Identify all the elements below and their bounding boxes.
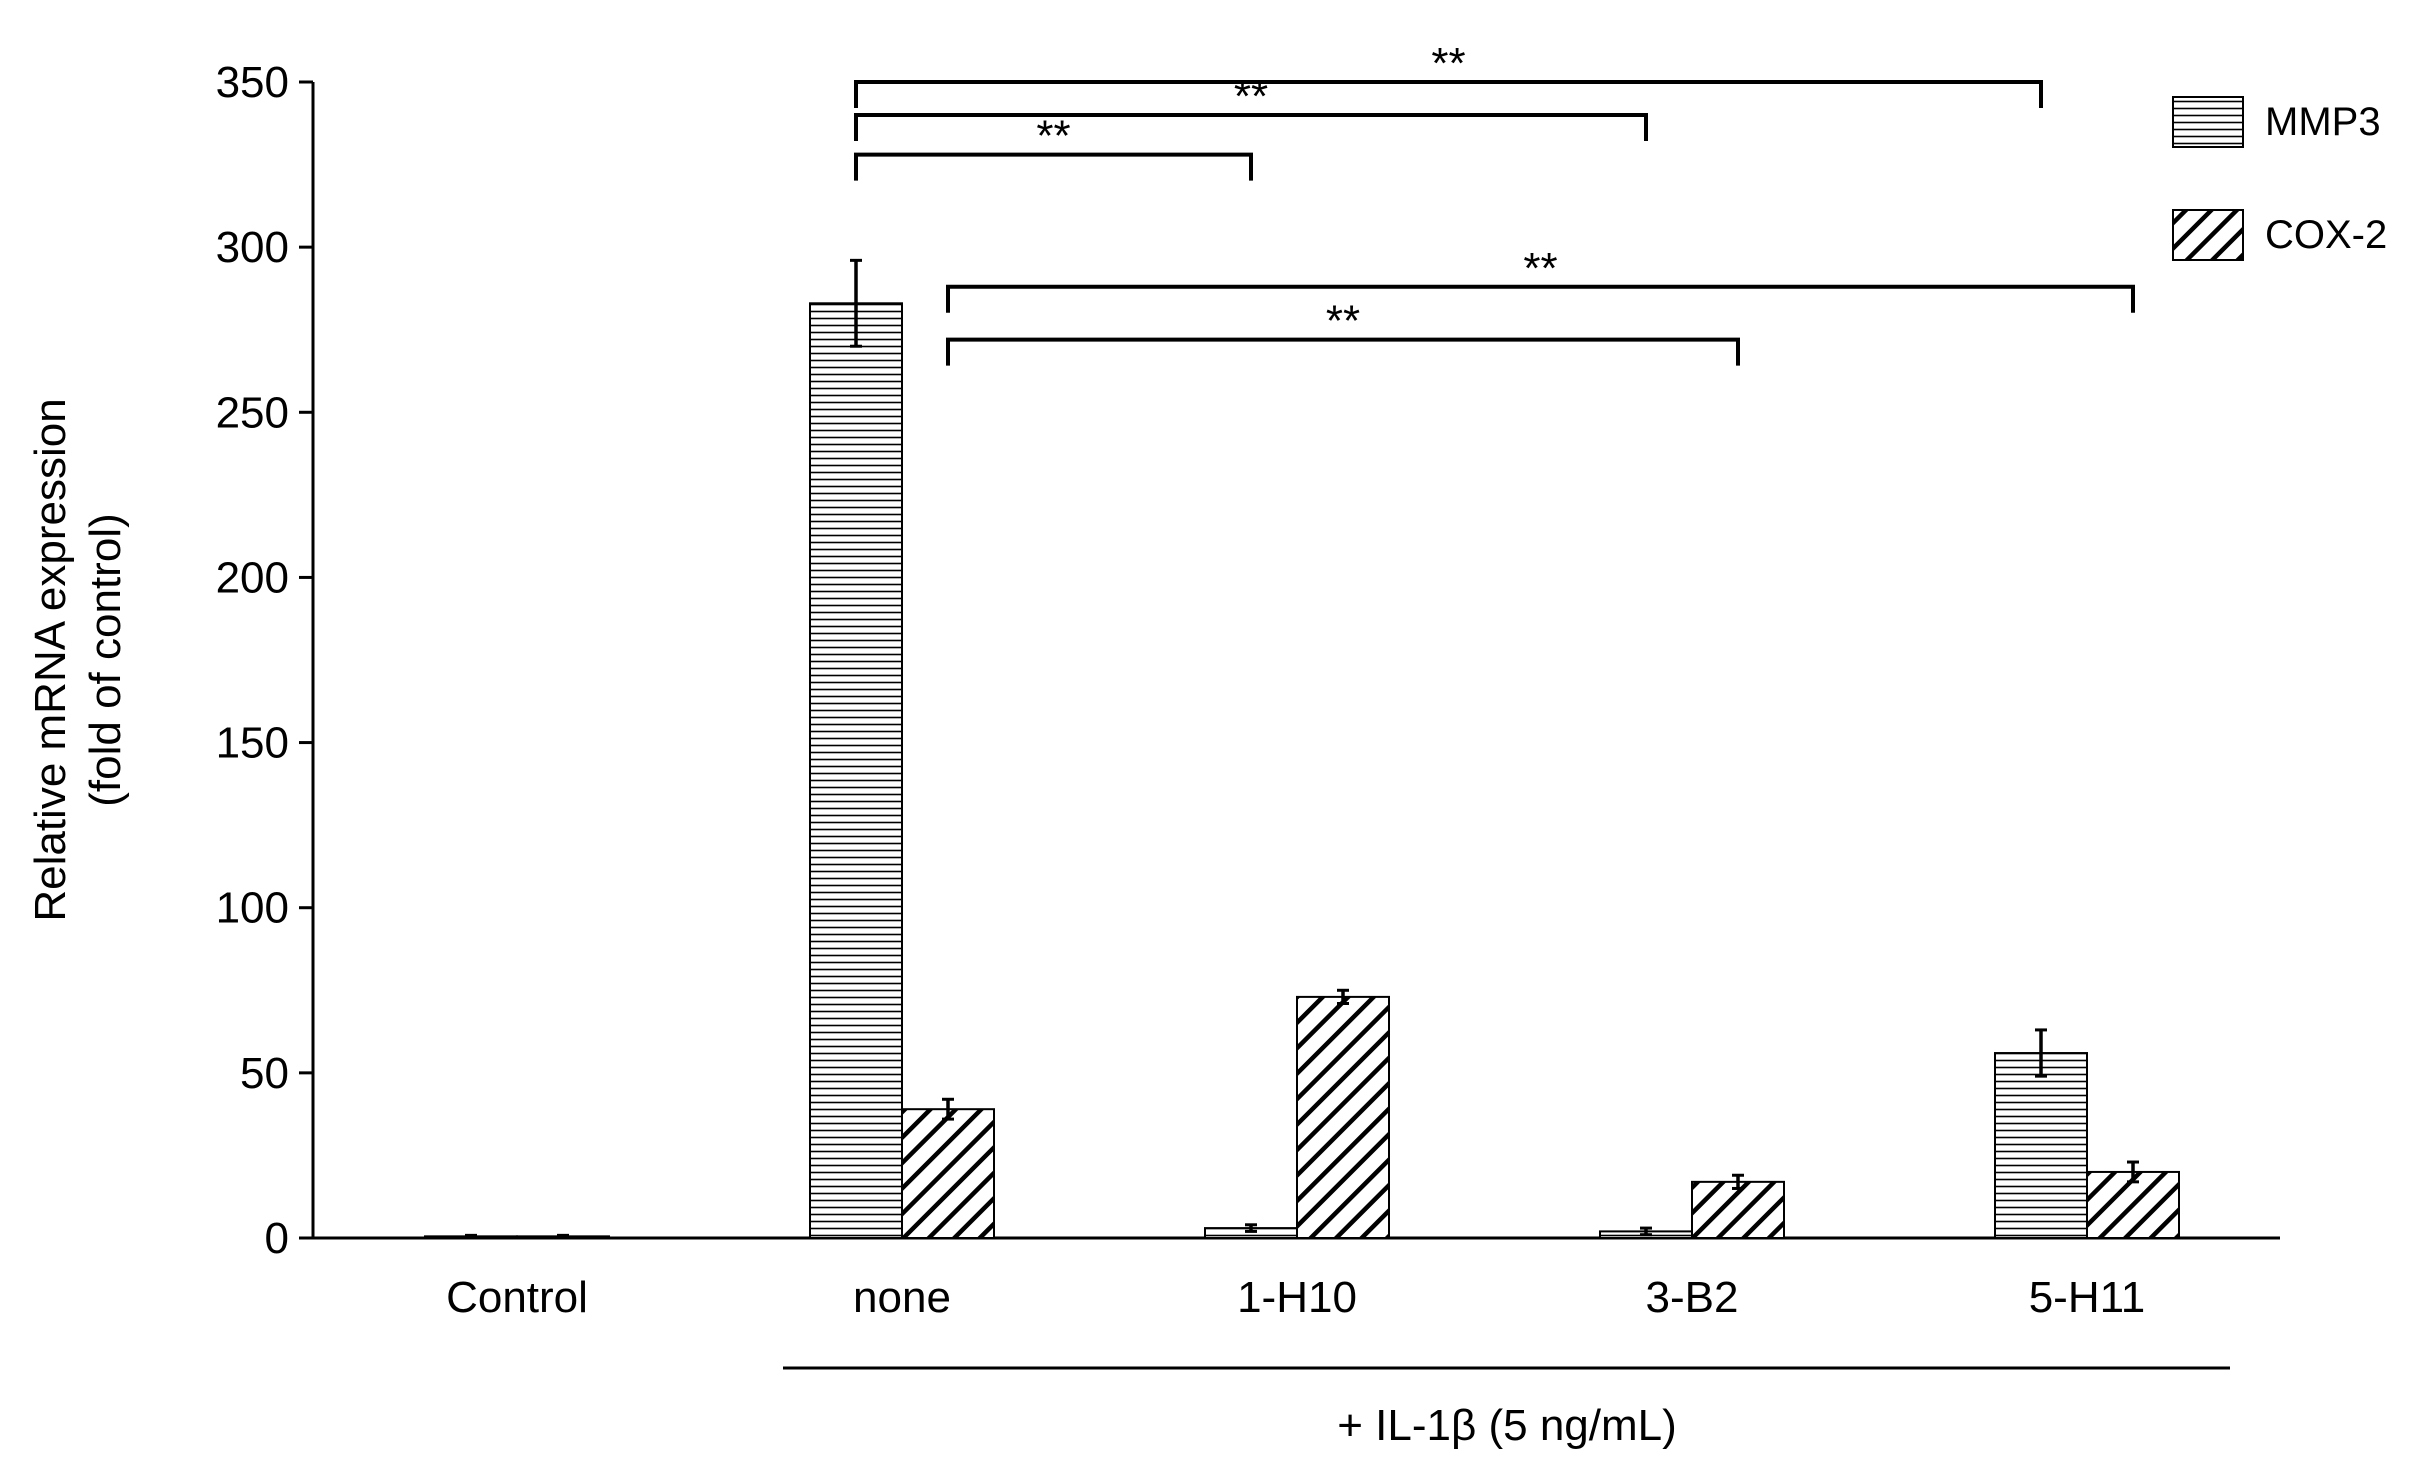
y-tick-label: 200 xyxy=(216,553,289,602)
significance-label: ** xyxy=(1431,39,1465,88)
bar-mmp3 xyxy=(1994,1052,2088,1240)
bar-cox-2 xyxy=(901,1108,995,1240)
significance-bracket xyxy=(946,284,2135,313)
x-category-label: 3-B2 xyxy=(1646,1273,1739,1322)
legend-swatch-cox-2 xyxy=(2172,209,2244,261)
x-category-label: 1-H10 xyxy=(1237,1273,1357,1322)
significance-label: ** xyxy=(1326,297,1360,346)
legend-label: COX-2 xyxy=(2265,213,2387,257)
y-tick-label: 350 xyxy=(216,58,289,107)
significance-brackets: ** ** ** ** ** xyxy=(854,39,2135,366)
treatment-group-label: + IL-1β (5 ng/mL) xyxy=(1337,1401,1677,1450)
significance-label: ** xyxy=(1234,72,1268,121)
y-tick-label: 0 xyxy=(265,1214,289,1263)
y-tick-label: 300 xyxy=(216,223,289,272)
y-axis-title-line1: Relative mRNA expression xyxy=(26,398,75,921)
x-category-label: 5-H11 xyxy=(2029,1273,2146,1322)
y-tick-label: 150 xyxy=(216,719,289,768)
legend-swatch-mmp3 xyxy=(2172,96,2244,148)
y-tick-label: 250 xyxy=(216,388,289,437)
y-axis-title: Relative mRNA expression (fold of contro… xyxy=(26,398,130,921)
significance-bracket xyxy=(854,113,1648,142)
y-tick-label: 50 xyxy=(240,1049,289,1098)
x-axis-categories: Control none 1-H10 3-B2 5-H11 xyxy=(446,1273,2145,1322)
significance-bracket xyxy=(946,337,1740,366)
significance-label: ** xyxy=(1523,244,1557,293)
x-category-label: none xyxy=(853,1273,951,1322)
bars xyxy=(424,302,2180,1240)
legend: MMP3 COX-2 xyxy=(2172,96,2387,261)
y-tick-label: 100 xyxy=(216,884,289,933)
significance-label: ** xyxy=(1036,112,1070,161)
bar-mmp3 xyxy=(809,302,903,1239)
significance-bracket xyxy=(854,80,2043,108)
bar-cox-2 xyxy=(1691,1180,1785,1240)
legend-label: MMP3 xyxy=(2265,100,2381,144)
y-axis-title-line2: (fold of control) xyxy=(81,513,130,806)
x-category-label: Control xyxy=(446,1273,588,1322)
y-axis-ticks: 0 50 100 150 200 250 300 350 xyxy=(216,58,313,1263)
bar-cox-2 xyxy=(1296,995,1390,1239)
error-bars xyxy=(465,258,2139,1239)
significance-bracket xyxy=(854,152,1253,181)
